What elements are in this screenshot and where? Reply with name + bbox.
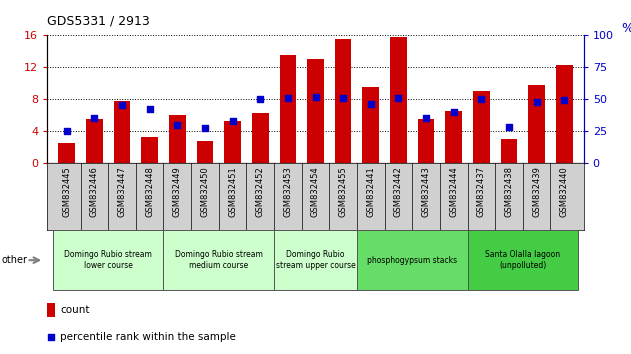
Point <box>62 128 72 134</box>
Bar <box>473 91 490 163</box>
Text: GSM832439: GSM832439 <box>532 166 541 217</box>
Text: percentile rank within the sample: percentile rank within the sample <box>60 332 236 342</box>
Text: GSM832441: GSM832441 <box>366 166 375 217</box>
Bar <box>114 101 130 163</box>
Point <box>235 169 245 174</box>
Text: GSM832455: GSM832455 <box>339 166 348 217</box>
Point <box>504 124 514 130</box>
Bar <box>141 137 158 163</box>
Point <box>532 99 542 104</box>
Bar <box>86 119 103 163</box>
Text: %: % <box>622 22 631 35</box>
Bar <box>335 39 351 163</box>
Bar <box>468 230 578 290</box>
Text: GSM832437: GSM832437 <box>477 166 486 217</box>
Bar <box>274 230 357 290</box>
Text: GSM832444: GSM832444 <box>449 166 458 217</box>
Point <box>200 126 210 131</box>
Point <box>338 95 348 101</box>
Text: GSM832438: GSM832438 <box>505 166 514 217</box>
Text: phosphogypsum stacks: phosphogypsum stacks <box>367 256 457 265</box>
Text: GSM832443: GSM832443 <box>422 166 430 217</box>
Point <box>476 96 487 102</box>
Text: count: count <box>60 305 90 315</box>
Bar <box>528 85 545 163</box>
Bar <box>357 230 468 290</box>
Text: Santa Olalla lagoon
(unpolluted): Santa Olalla lagoon (unpolluted) <box>485 251 560 270</box>
Point <box>117 103 127 108</box>
Point <box>366 101 376 107</box>
Bar <box>224 121 241 163</box>
Bar <box>280 55 296 163</box>
Point <box>144 107 155 112</box>
Text: Domingo Rubio stream
medium course: Domingo Rubio stream medium course <box>175 251 262 270</box>
Bar <box>307 59 324 163</box>
Text: GSM832447: GSM832447 <box>117 166 126 217</box>
Text: GDS5331 / 2913: GDS5331 / 2913 <box>47 14 150 27</box>
Bar <box>163 230 274 290</box>
Bar <box>59 143 75 163</box>
Bar <box>418 119 434 163</box>
Point <box>559 98 569 103</box>
Text: GSM832449: GSM832449 <box>173 166 182 217</box>
Text: GSM832453: GSM832453 <box>283 166 292 217</box>
Text: GSM832452: GSM832452 <box>256 166 265 217</box>
Point <box>172 122 182 127</box>
Point <box>449 109 459 115</box>
Bar <box>47 303 56 317</box>
Point <box>283 95 293 101</box>
Point <box>421 115 431 121</box>
Text: GSM832454: GSM832454 <box>311 166 320 217</box>
Text: GSM832450: GSM832450 <box>201 166 209 217</box>
Point <box>310 94 321 99</box>
Bar <box>362 87 379 163</box>
Bar <box>501 139 517 163</box>
Text: GSM832451: GSM832451 <box>228 166 237 217</box>
Text: GSM832446: GSM832446 <box>90 166 99 217</box>
Bar <box>53 230 163 290</box>
Bar <box>445 111 462 163</box>
Bar <box>390 37 407 163</box>
Text: Domingo Rubio stream
lower course: Domingo Rubio stream lower course <box>64 251 152 270</box>
Text: GSM832440: GSM832440 <box>560 166 569 217</box>
Bar <box>252 113 269 163</box>
Text: GSM832445: GSM832445 <box>62 166 71 217</box>
Point <box>228 118 238 124</box>
Bar <box>197 141 213 163</box>
Bar <box>169 115 186 163</box>
Bar <box>556 65 572 163</box>
Text: other: other <box>1 255 27 265</box>
Point <box>89 115 99 121</box>
Text: GSM832442: GSM832442 <box>394 166 403 217</box>
Point <box>393 95 403 101</box>
Point <box>255 96 265 102</box>
Text: GSM832448: GSM832448 <box>145 166 154 217</box>
Text: Domingo Rubio
stream upper course: Domingo Rubio stream upper course <box>276 251 355 270</box>
